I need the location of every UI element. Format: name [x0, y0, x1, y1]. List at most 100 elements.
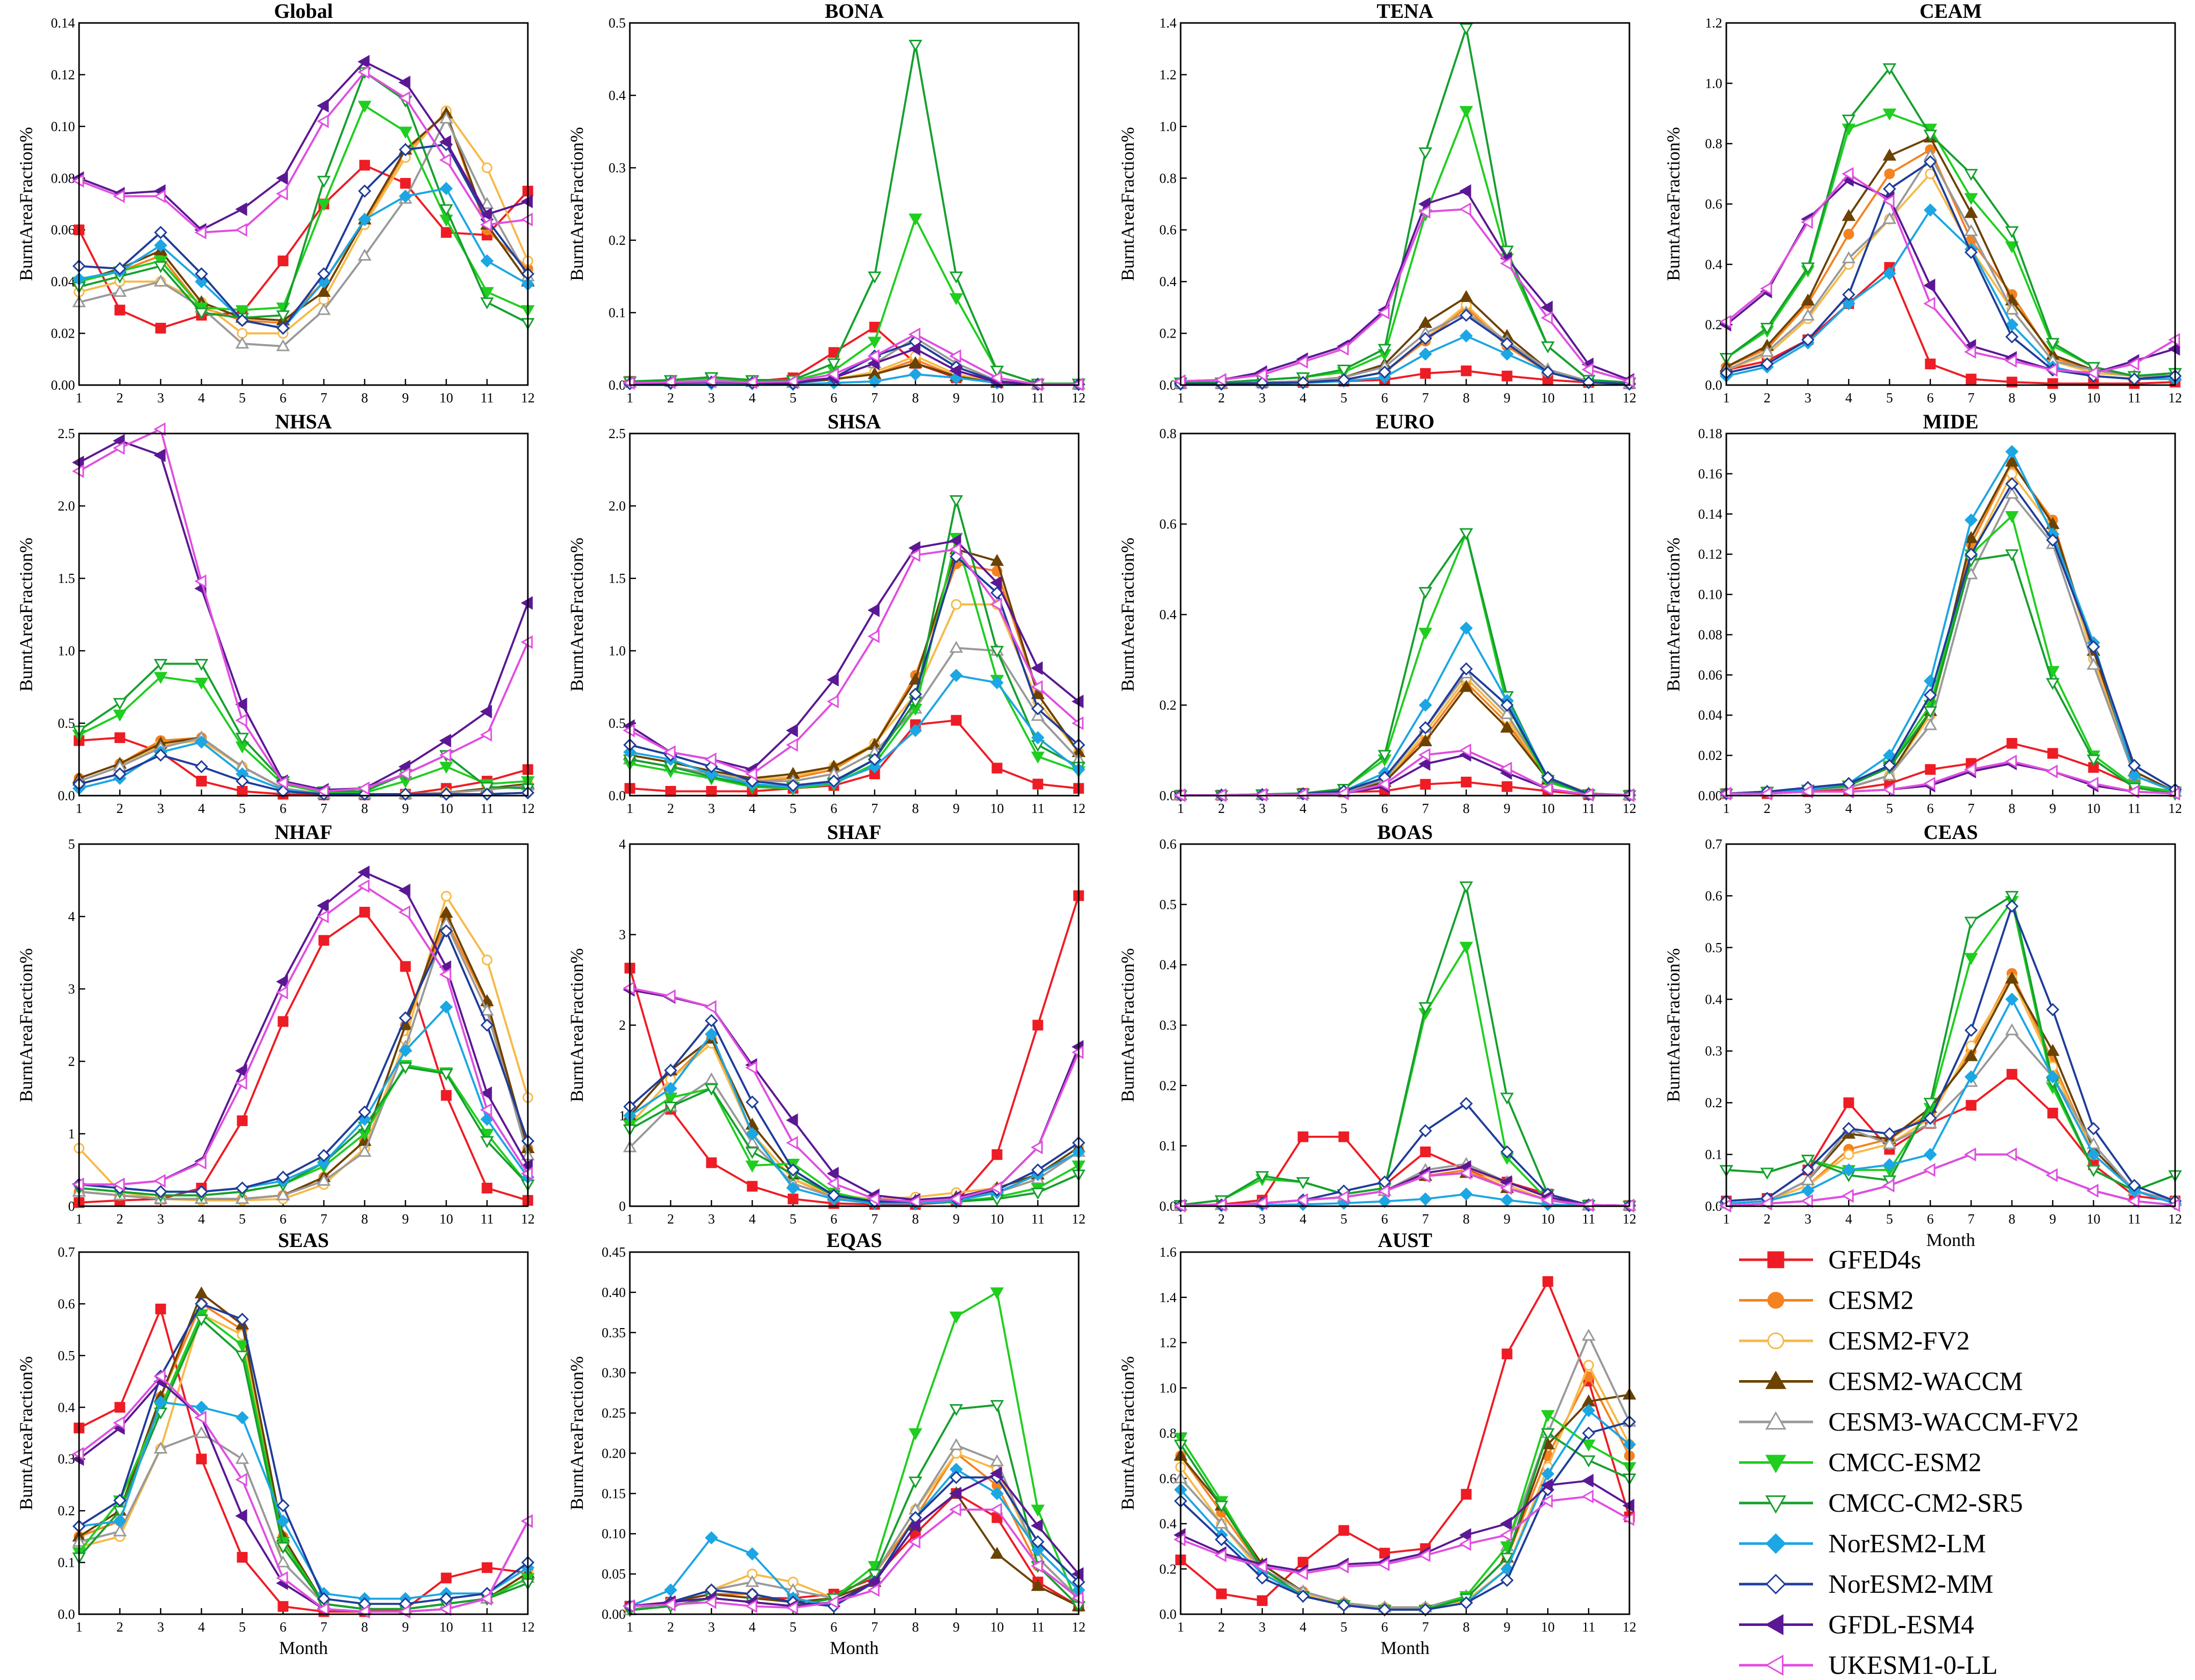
- point-noresm2-mm: [276, 321, 290, 335]
- point-noresm2-mm: [1842, 288, 1855, 301]
- point-noresm2-mm: [358, 1105, 371, 1119]
- series-line-cmcc-cm2-sr5: [1180, 1432, 1630, 1611]
- x-tick-label: 7: [320, 1619, 327, 1635]
- plot-frame: [1725, 22, 2176, 386]
- y-tick-label: 0.5: [58, 1348, 75, 1363]
- x-tick-label: 1: [1723, 1211, 1730, 1227]
- point-ukesm1-0-ll: [1377, 1557, 1390, 1571]
- legend-marker-cmcc-cm2-sr5: [1765, 1495, 1786, 1514]
- x-tick-label: 5: [1886, 801, 1893, 816]
- series-ukesm1-0-ll: [1719, 167, 2180, 380]
- point-gfed4s: [951, 715, 962, 726]
- y-tick-label: 0.40: [602, 1285, 626, 1300]
- series-cmcc-esm2: [1173, 941, 1637, 1213]
- point-gfed4s: [114, 304, 125, 316]
- series-noresm2-mm: [72, 138, 534, 335]
- point-cesm3-waccm-fv2: [704, 1072, 719, 1085]
- point-cmcc-cm2-sr5: [1296, 1177, 1310, 1189]
- series-line-gfdl-esm4: [629, 1472, 1080, 1608]
- series-ukesm1-0-ll: [1719, 1148, 2180, 1213]
- y-tick-label: 0.06: [1698, 667, 1722, 682]
- point-noresm2-lm: [746, 1127, 759, 1140]
- plot-frame: [78, 843, 529, 1207]
- y-tick-label: 0.04: [1698, 707, 1723, 723]
- series-line-cesm2-fv2: [79, 110, 529, 335]
- x-tick-label: 4: [198, 801, 205, 816]
- panel-title-bona: BONA: [825, 0, 884, 22]
- point-noresm2-mm: [440, 787, 453, 801]
- point-noresm2-lm: [1378, 1194, 1391, 1208]
- point-ukesm1-0-ll: [1418, 748, 1431, 762]
- plot-frame: [1180, 432, 1630, 797]
- x-tick-label: 4: [1299, 801, 1307, 816]
- point-gfed4s: [237, 1115, 248, 1126]
- series-noresm2-mm: [1720, 155, 2182, 386]
- plot-frame: [1725, 843, 2176, 1207]
- x-tick-label: 9: [402, 1211, 409, 1227]
- x-tick-label: 12: [1623, 390, 1637, 405]
- x-tick-label: 4: [1299, 390, 1307, 405]
- point-gfed4s: [1966, 1100, 1977, 1111]
- point-cesm3-waccm-fv2: [1842, 251, 1856, 264]
- x-tick-label: 8: [361, 801, 368, 816]
- point-cesm2: [1884, 168, 1895, 180]
- y-tick-label: 0.16: [1698, 466, 1722, 481]
- point-ukesm1-0-ll: [1541, 1193, 1553, 1207]
- point-ukesm1-0-ll: [1459, 1166, 1471, 1180]
- point-gfdl-esm4: [990, 1466, 1002, 1481]
- x-tick-label: 6: [830, 801, 837, 816]
- series-cesm3-waccm-fv2: [1719, 487, 2182, 799]
- point-cmcc-cm2-sr5: [1377, 750, 1392, 762]
- series-gfdl-esm4: [72, 1374, 533, 1619]
- series-line-cesm2-waccm: [1181, 686, 1630, 797]
- series-line-cmcc-cm2-sr5: [1725, 67, 2176, 377]
- point-noresm2-mm: [1460, 1596, 1473, 1610]
- x-tick-label: 11: [1031, 801, 1044, 816]
- x-tick-label: 3: [708, 1211, 715, 1227]
- series-ukesm1-0-ll: [72, 65, 533, 240]
- point-ukesm1-0-ll: [2086, 1184, 2099, 1198]
- point-cesm3-waccm-fv2: [276, 339, 290, 351]
- point-cmcc-cm2-sr5: [439, 1068, 453, 1081]
- point-cesm3-waccm-fv2: [317, 303, 331, 315]
- point-ukesm1-0-ll: [949, 1192, 961, 1206]
- series-line-noresm2-mm: [629, 1020, 1080, 1203]
- point-cmcc-cm2-sr5: [1581, 1455, 1596, 1468]
- series-ukesm1-0-ll: [72, 1369, 533, 1619]
- point-gfdl-esm4: [439, 135, 451, 149]
- series-cmcc-esm2: [72, 100, 535, 317]
- point-ukesm1-0-ll: [2086, 776, 2099, 791]
- x-tick-label: 5: [789, 801, 797, 816]
- x-tick-label: 4: [749, 1211, 756, 1227]
- x-tick-label: 11: [2128, 1211, 2141, 1227]
- point-cmcc-cm2-sr5: [2086, 754, 2101, 767]
- x-tick-label: 7: [871, 390, 878, 405]
- point-ukesm1-0-ll: [1031, 1140, 1043, 1155]
- y-tick-label: 0.30: [602, 1365, 626, 1381]
- y-tick-label: 0.0: [1705, 377, 1722, 393]
- point-noresm2-mm: [317, 1592, 330, 1606]
- y-axis-label: BurntAreaFraction%: [1117, 538, 1138, 692]
- point-ukesm1-0-ll: [1541, 311, 1553, 325]
- series-line-cesm3-waccm-fv2: [79, 923, 529, 1200]
- series-line-ukesm1-0-ll: [1726, 1153, 2176, 1207]
- x-tick-label: 12: [521, 1619, 535, 1635]
- x-tick-label: 8: [361, 1619, 368, 1635]
- point-cesm2-waccm: [1842, 209, 1856, 221]
- point-cesm2-fv2: [481, 162, 493, 173]
- point-noresm2-lm: [195, 735, 208, 749]
- point-cmcc-cm2-sr5: [154, 261, 168, 273]
- point-ukesm1-0-ll: [1255, 368, 1267, 382]
- point-gfdl-esm4: [439, 733, 451, 748]
- point-gfdl-esm4: [317, 899, 329, 913]
- x-tick-label: 6: [1927, 390, 1934, 405]
- y-tick-label: 0.35: [602, 1325, 626, 1340]
- point-ukesm1-0-ll: [113, 441, 125, 455]
- point-cmcc-cm2-sr5: [990, 646, 1004, 658]
- panel-title-ceam: CEAM: [1920, 0, 1982, 22]
- series-line-cmcc-esm2: [1726, 515, 2176, 795]
- point-gfed4s: [1257, 1595, 1268, 1606]
- point-cesm2-fv2: [1583, 1360, 1594, 1371]
- x-tick-label: 1: [1177, 1211, 1184, 1227]
